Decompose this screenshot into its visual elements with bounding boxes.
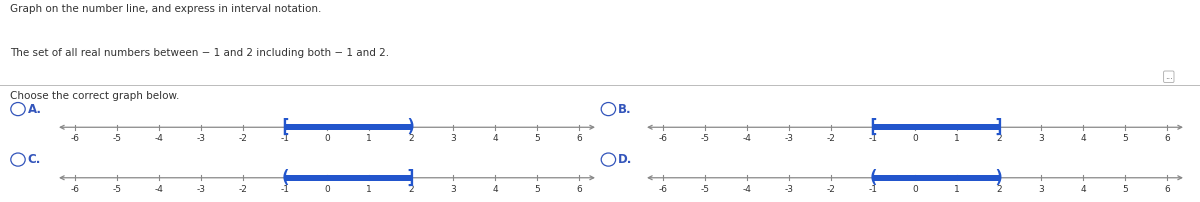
- Bar: [286, 175, 410, 181]
- Text: 6: 6: [576, 134, 582, 143]
- Text: -5: -5: [701, 134, 709, 143]
- Text: -5: -5: [113, 134, 121, 143]
- Text: ): ): [994, 169, 1004, 187]
- Text: -2: -2: [827, 185, 835, 194]
- Text: -1: -1: [869, 185, 877, 194]
- Text: 5: 5: [1122, 185, 1128, 194]
- Text: -4: -4: [155, 134, 163, 143]
- Text: 1: 1: [954, 185, 960, 194]
- Text: [: [: [280, 118, 290, 136]
- Text: 0: 0: [324, 185, 330, 194]
- Text: [: [: [868, 118, 878, 136]
- Text: 4: 4: [492, 134, 498, 143]
- Text: 3: 3: [1038, 134, 1044, 143]
- Text: 4: 4: [492, 185, 498, 194]
- Text: -3: -3: [785, 185, 793, 194]
- Text: 3: 3: [450, 134, 456, 143]
- Text: B.: B.: [618, 103, 631, 116]
- Bar: [874, 175, 998, 181]
- Text: 3: 3: [1038, 185, 1044, 194]
- Text: ): ): [406, 118, 416, 136]
- Text: -4: -4: [743, 134, 751, 143]
- Text: -2: -2: [239, 134, 247, 143]
- Text: D.: D.: [618, 153, 632, 166]
- Text: -3: -3: [197, 134, 205, 143]
- Text: 2: 2: [996, 134, 1002, 143]
- Text: -1: -1: [281, 134, 289, 143]
- Text: -5: -5: [113, 185, 121, 194]
- Text: (: (: [280, 169, 290, 187]
- Text: 2: 2: [408, 134, 414, 143]
- Text: 4: 4: [1080, 134, 1086, 143]
- Text: C.: C.: [28, 153, 41, 166]
- Text: (: (: [868, 169, 878, 187]
- Text: 5: 5: [534, 185, 540, 194]
- Text: The set of all real numbers between − 1 and 2 including both − 1 and 2.: The set of all real numbers between − 1 …: [10, 48, 389, 59]
- Text: ]: ]: [406, 169, 416, 187]
- Text: 1: 1: [366, 134, 372, 143]
- Text: 1: 1: [366, 185, 372, 194]
- Text: ...: ...: [1165, 72, 1172, 81]
- Text: 2: 2: [408, 185, 414, 194]
- Text: Choose the correct graph below.: Choose the correct graph below.: [10, 91, 179, 101]
- Text: -1: -1: [869, 134, 877, 143]
- Text: -4: -4: [155, 185, 163, 194]
- Text: -3: -3: [197, 185, 205, 194]
- Text: -6: -6: [659, 134, 667, 143]
- Text: -2: -2: [827, 134, 835, 143]
- Text: 0: 0: [324, 134, 330, 143]
- Text: -4: -4: [743, 185, 751, 194]
- Text: 6: 6: [576, 185, 582, 194]
- Text: -2: -2: [239, 185, 247, 194]
- Text: 5: 5: [1122, 134, 1128, 143]
- Text: 1: 1: [954, 134, 960, 143]
- Text: -6: -6: [71, 134, 79, 143]
- Text: 2: 2: [996, 185, 1002, 194]
- Text: Graph on the number line, and express in interval notation.: Graph on the number line, and express in…: [10, 4, 320, 14]
- Text: 6: 6: [1164, 185, 1170, 194]
- Text: 3: 3: [450, 185, 456, 194]
- Text: 4: 4: [1080, 185, 1086, 194]
- Text: ]: ]: [994, 118, 1004, 136]
- Bar: [874, 124, 998, 130]
- Text: -3: -3: [785, 134, 793, 143]
- Text: -6: -6: [659, 185, 667, 194]
- Text: 6: 6: [1164, 134, 1170, 143]
- Text: 5: 5: [534, 134, 540, 143]
- Text: -1: -1: [281, 185, 289, 194]
- Text: -6: -6: [71, 185, 79, 194]
- Text: A.: A.: [28, 103, 42, 116]
- Text: 0: 0: [912, 134, 918, 143]
- Text: -5: -5: [701, 185, 709, 194]
- Text: 0: 0: [912, 185, 918, 194]
- Bar: [286, 124, 410, 130]
